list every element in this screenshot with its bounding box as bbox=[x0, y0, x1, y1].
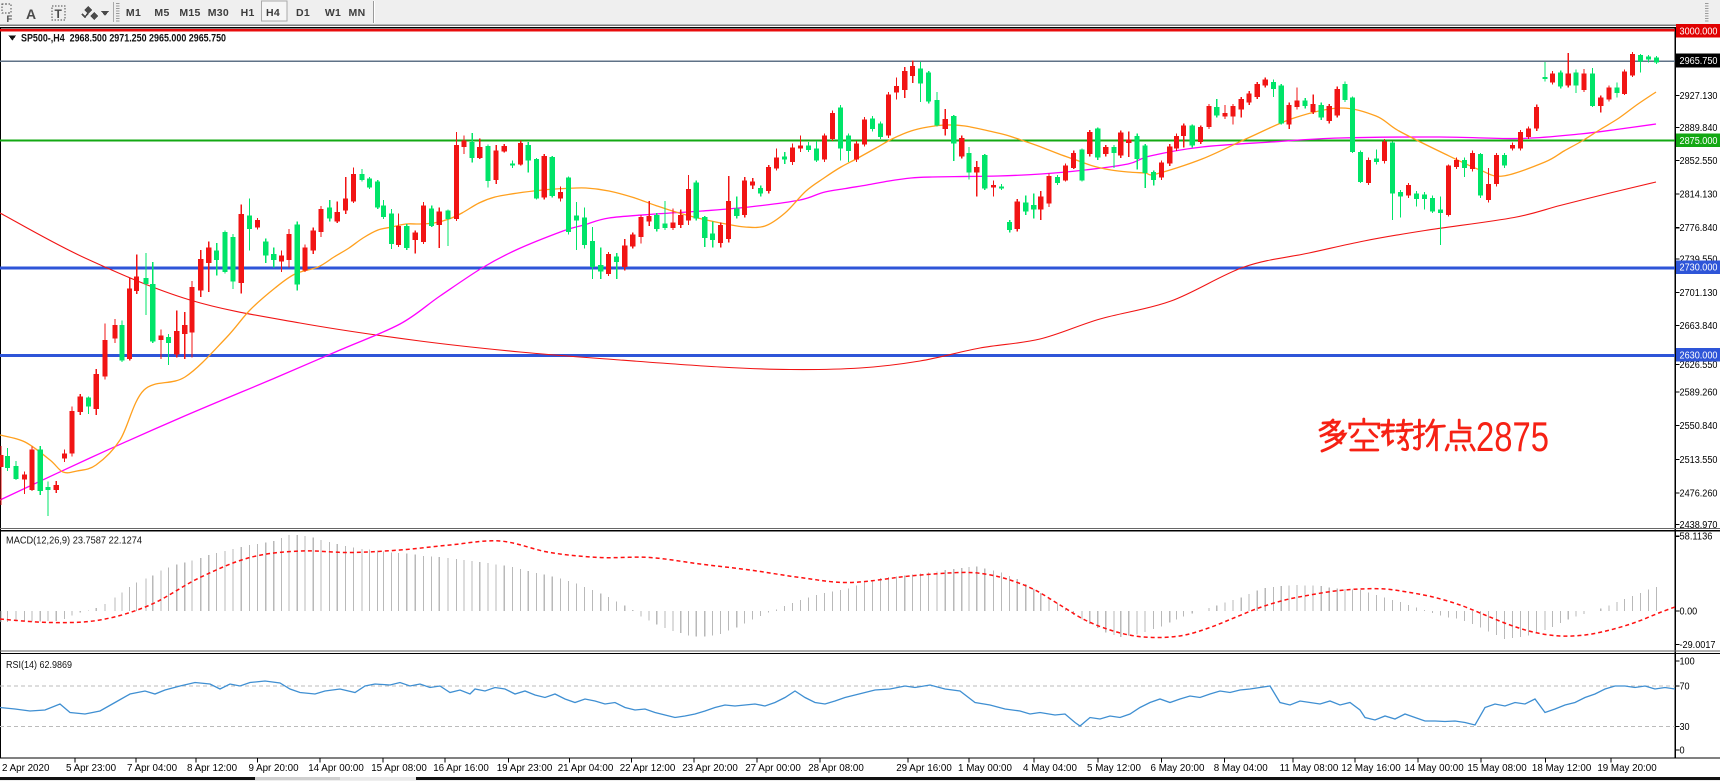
svg-text:6 May 20:00: 6 May 20:00 bbox=[1151, 763, 1205, 774]
svg-text:9 Apr 20:00: 9 Apr 20:00 bbox=[248, 763, 299, 774]
svg-text:4 May 04:00: 4 May 04:00 bbox=[1023, 763, 1077, 774]
svg-text:58.1136: 58.1136 bbox=[1680, 532, 1713, 543]
svg-text:29 Apr 16:00: 29 Apr 16:00 bbox=[896, 763, 952, 774]
svg-text:18 May 12:00: 18 May 12:00 bbox=[1532, 763, 1592, 774]
svg-text:M1: M1 bbox=[126, 7, 141, 19]
svg-text:M30: M30 bbox=[208, 7, 229, 19]
svg-text:2630.000: 2630.000 bbox=[1680, 350, 1719, 361]
svg-text:28 Apr 08:00: 28 Apr 08:00 bbox=[808, 763, 864, 774]
svg-text:MN: MN bbox=[349, 7, 366, 19]
svg-text:2438.970: 2438.970 bbox=[1680, 520, 1719, 531]
svg-text:H1: H1 bbox=[241, 7, 255, 19]
svg-text:M5: M5 bbox=[154, 7, 169, 19]
svg-text:0: 0 bbox=[1680, 746, 1686, 757]
svg-text:W1: W1 bbox=[325, 7, 341, 19]
svg-text:2 Apr 2020: 2 Apr 2020 bbox=[2, 763, 50, 774]
svg-text:SP500-,H4 2968.500 2971.250 2: SP500-,H4 2968.500 2971.250 2965.000 296… bbox=[21, 33, 226, 45]
svg-text:2739.550: 2739.550 bbox=[1680, 254, 1719, 265]
svg-text:RSI(14) 62.9869: RSI(14) 62.9869 bbox=[6, 659, 72, 671]
svg-text:A: A bbox=[26, 6, 36, 22]
svg-text:2875: 2875 bbox=[1476, 413, 1549, 460]
svg-text:100: 100 bbox=[1680, 657, 1696, 668]
svg-text:16 Apr 16:00: 16 Apr 16:00 bbox=[433, 763, 489, 774]
svg-text:2889.840: 2889.840 bbox=[1680, 123, 1719, 134]
svg-text:H4: H4 bbox=[266, 7, 280, 19]
svg-text:14 Apr 00:00: 14 Apr 00:00 bbox=[308, 763, 364, 774]
svg-text:2875.000: 2875.000 bbox=[1680, 136, 1719, 147]
svg-text:F: F bbox=[7, 14, 13, 25]
svg-text:11 May 08:00: 11 May 08:00 bbox=[1280, 763, 1339, 774]
svg-text:70: 70 bbox=[1680, 682, 1691, 693]
svg-text:7 Apr 04:00: 7 Apr 04:00 bbox=[127, 763, 178, 774]
svg-text:2701.130: 2701.130 bbox=[1680, 288, 1719, 299]
svg-text:2965.750: 2965.750 bbox=[1680, 56, 1719, 67]
svg-text:2550.840: 2550.840 bbox=[1680, 421, 1719, 432]
svg-text:2814.130: 2814.130 bbox=[1680, 190, 1719, 201]
svg-text:2852.550: 2852.550 bbox=[1680, 156, 1719, 167]
svg-text:30: 30 bbox=[1680, 722, 1691, 733]
svg-text:MACD(12,26,9) 23.7587 22.1274: MACD(12,26,9) 23.7587 22.1274 bbox=[6, 535, 142, 547]
svg-text:2776.840: 2776.840 bbox=[1680, 223, 1719, 234]
svg-text:19 May 20:00: 19 May 20:00 bbox=[1597, 763, 1657, 774]
svg-text:D1: D1 bbox=[296, 7, 310, 19]
svg-text:2476.260: 2476.260 bbox=[1680, 489, 1719, 500]
svg-text:0.00: 0.00 bbox=[1680, 607, 1698, 618]
svg-text:27 Apr 00:00: 27 Apr 00:00 bbox=[745, 763, 801, 774]
svg-text:3000.000: 3000.000 bbox=[1680, 26, 1719, 37]
svg-text:2626.550: 2626.550 bbox=[1680, 360, 1719, 371]
svg-text:T: T bbox=[55, 7, 63, 21]
svg-text:2730.000: 2730.000 bbox=[1680, 263, 1719, 274]
svg-text:2927.130: 2927.130 bbox=[1680, 91, 1719, 102]
svg-text:19 Apr 23:00: 19 Apr 23:00 bbox=[497, 763, 553, 774]
svg-text:1 May 00:00: 1 May 00:00 bbox=[958, 763, 1012, 774]
svg-text:23 Apr 20:00: 23 Apr 20:00 bbox=[682, 763, 738, 774]
svg-text:21 Apr 04:00: 21 Apr 04:00 bbox=[558, 763, 614, 774]
svg-text:5 Apr 23:00: 5 Apr 23:00 bbox=[66, 763, 117, 774]
svg-text:8 May 04:00: 8 May 04:00 bbox=[1214, 763, 1268, 774]
svg-text:15 Apr 08:00: 15 Apr 08:00 bbox=[371, 763, 427, 774]
svg-text:22 Apr 12:00: 22 Apr 12:00 bbox=[620, 763, 676, 774]
svg-text:M15: M15 bbox=[179, 7, 200, 19]
svg-text:15 May 08:00: 15 May 08:00 bbox=[1467, 763, 1527, 774]
svg-text:5 May 12:00: 5 May 12:00 bbox=[1087, 763, 1141, 774]
svg-text:2589.260: 2589.260 bbox=[1680, 388, 1719, 399]
svg-text:14 May 00:00: 14 May 00:00 bbox=[1404, 763, 1464, 774]
svg-text:2663.840: 2663.840 bbox=[1680, 321, 1719, 332]
svg-text:2513.550: 2513.550 bbox=[1680, 455, 1719, 466]
svg-text:8 Apr 12:00: 8 Apr 12:00 bbox=[187, 763, 238, 774]
svg-text:-29.0017: -29.0017 bbox=[1680, 640, 1716, 651]
svg-text:12 May 16:00: 12 May 16:00 bbox=[1341, 763, 1401, 774]
